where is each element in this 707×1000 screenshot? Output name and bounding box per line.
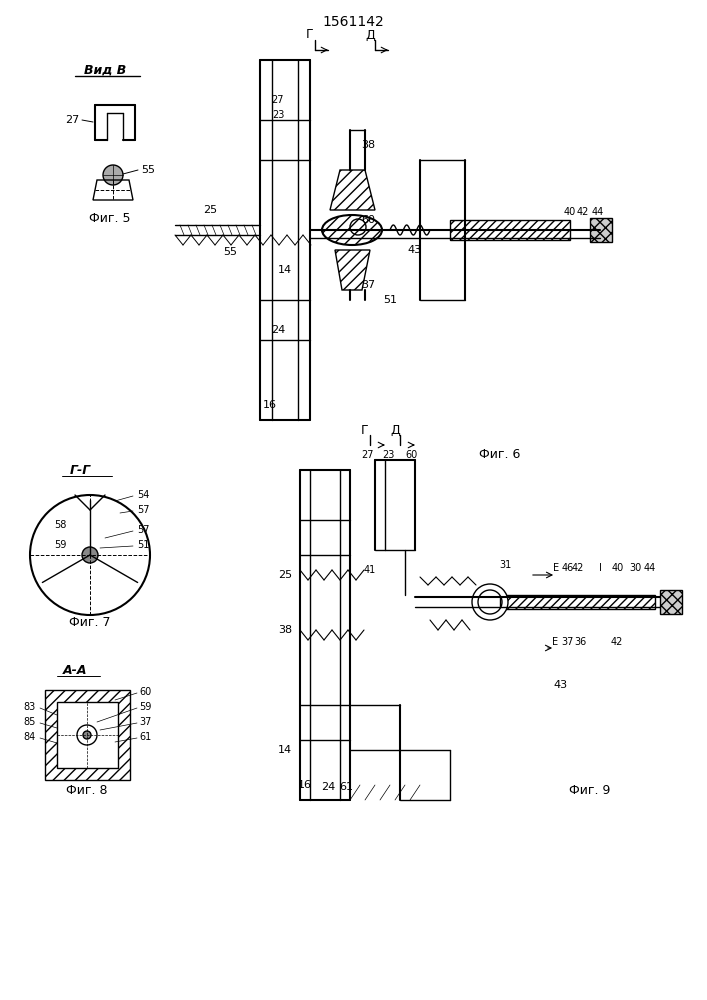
Text: 83: 83 [24, 702, 36, 712]
Text: 16: 16 [298, 780, 312, 790]
Text: Г: Г [361, 424, 369, 436]
Text: E: E [552, 637, 558, 647]
Text: 44: 44 [592, 207, 604, 217]
Text: А-А: А-А [63, 664, 87, 676]
Text: 16: 16 [263, 400, 277, 410]
Text: 36: 36 [574, 637, 586, 647]
Text: 85: 85 [24, 717, 36, 727]
Text: 42: 42 [572, 563, 584, 573]
Text: 27: 27 [361, 450, 373, 460]
Text: 42: 42 [577, 207, 589, 217]
Text: 38: 38 [278, 625, 292, 635]
Bar [45, 690, 130, 780]
Text: 51: 51 [137, 540, 149, 550]
Text: 61: 61 [339, 782, 353, 792]
Text: 57: 57 [136, 505, 149, 515]
Text: 38: 38 [361, 140, 375, 150]
Text: 24: 24 [271, 325, 285, 335]
Text: Г: Г [306, 28, 314, 41]
Text: Фиг. 9: Фиг. 9 [569, 784, 611, 796]
Text: 25: 25 [203, 205, 217, 215]
Text: 24: 24 [321, 782, 335, 792]
Text: 46: 46 [562, 563, 574, 573]
Text: 43: 43 [408, 245, 422, 255]
Circle shape [83, 731, 91, 739]
Text: 23: 23 [382, 450, 395, 460]
Text: E: E [553, 563, 559, 573]
Text: 60: 60 [406, 450, 418, 460]
Circle shape [103, 165, 123, 185]
Text: 57: 57 [136, 525, 149, 535]
Text: 30: 30 [629, 563, 641, 573]
Text: 40: 40 [612, 563, 624, 573]
Text: Фиг. 6: Фиг. 6 [479, 448, 520, 462]
Text: 60: 60 [361, 215, 375, 225]
Text: 1561142: 1561142 [322, 15, 384, 29]
Text: Г-Г: Г-Г [69, 464, 90, 477]
Text: 31: 31 [499, 560, 511, 570]
Ellipse shape [322, 215, 382, 245]
Text: 23: 23 [271, 110, 284, 120]
Text: 55: 55 [141, 165, 155, 175]
Text: 14: 14 [278, 745, 292, 755]
Text: 27: 27 [271, 95, 284, 105]
Text: Д: Д [365, 28, 375, 41]
Bar [57, 702, 118, 768]
Text: 27: 27 [65, 115, 79, 125]
Polygon shape [330, 170, 375, 210]
Text: Вид В: Вид В [84, 64, 126, 77]
Bar [660, 590, 682, 614]
Text: 44: 44 [644, 563, 656, 573]
Text: Д: Д [390, 424, 400, 436]
Text: Фиг. 5: Фиг. 5 [89, 212, 131, 225]
Text: 41: 41 [364, 565, 376, 575]
Bar [450, 220, 570, 240]
Text: 25: 25 [278, 570, 292, 580]
Text: 40: 40 [564, 207, 576, 217]
Text: 37: 37 [139, 717, 151, 727]
Text: 84: 84 [24, 732, 36, 742]
Bar [500, 595, 655, 609]
Text: 37: 37 [361, 280, 375, 290]
Text: Фиг. 7: Фиг. 7 [69, 615, 111, 629]
Text: 42: 42 [611, 637, 623, 647]
Text: 43: 43 [553, 680, 567, 690]
Wedge shape [472, 584, 508, 620]
Text: 59: 59 [54, 540, 66, 550]
Text: 55: 55 [223, 247, 237, 257]
Text: 51: 51 [383, 295, 397, 305]
Text: 54: 54 [137, 490, 149, 500]
Text: 61: 61 [139, 732, 151, 742]
Text: 14: 14 [278, 265, 292, 275]
Circle shape [82, 547, 98, 563]
Polygon shape [335, 250, 370, 290]
Text: 37: 37 [562, 637, 574, 647]
Bar [590, 218, 612, 242]
Text: Фиг. 8: Фиг. 8 [66, 784, 107, 796]
Text: 60: 60 [139, 687, 151, 697]
Text: 59: 59 [139, 702, 151, 712]
Text: 58: 58 [54, 520, 66, 530]
Text: I: I [599, 563, 602, 573]
